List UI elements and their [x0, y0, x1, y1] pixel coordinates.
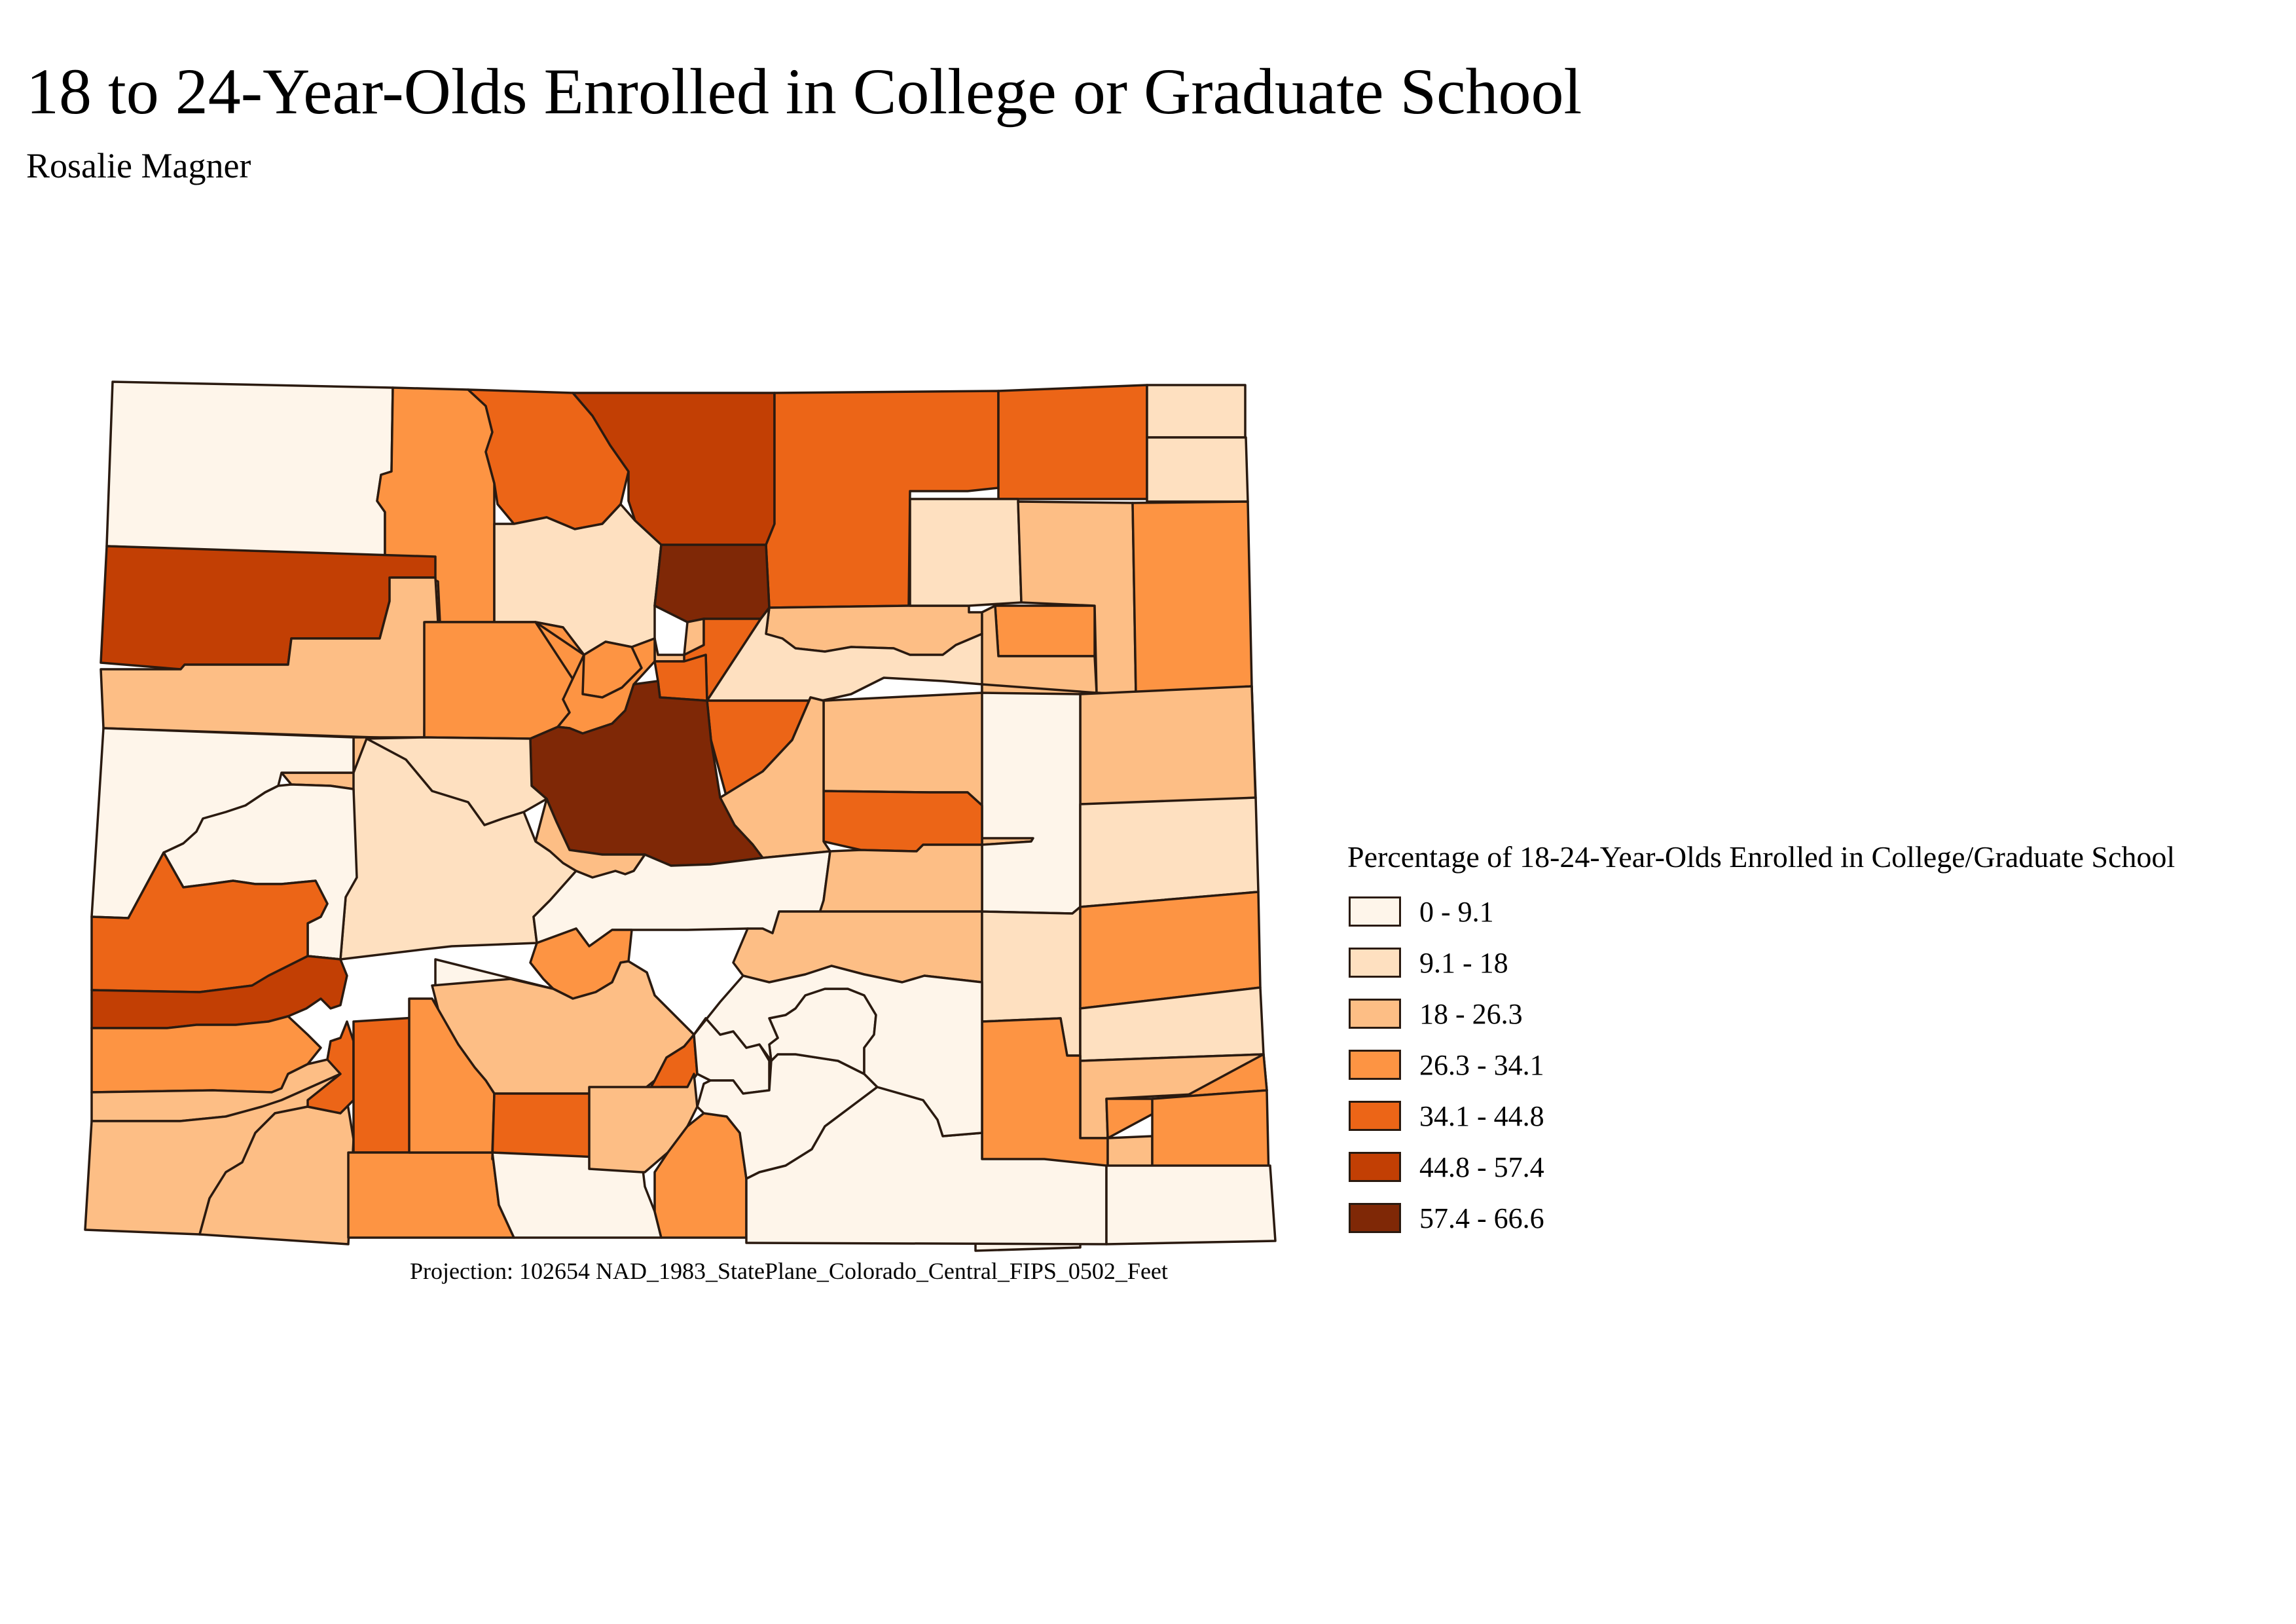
county-polygon[interactable] [105, 380, 394, 559]
legend-item: 0 - 9.1 [1347, 886, 2175, 937]
county-polygon[interactable] [981, 692, 1082, 915]
legend-label: 9.1 - 18 [1419, 946, 1508, 979]
county-polygon[interactable] [653, 544, 771, 623]
county-polygon[interactable] [994, 604, 1096, 657]
county-polygon[interactable] [1105, 1164, 1277, 1246]
county-polygon[interactable] [347, 1151, 515, 1239]
legend-title: Percentage of 18-24-Year-Olds Enrolled i… [1347, 840, 2176, 874]
legend-label: 44.8 - 57.4 [1419, 1151, 1544, 1183]
county-polygon[interactable] [653, 654, 708, 702]
county-polygon[interactable] [693, 965, 983, 1137]
county-polygon[interactable] [706, 606, 983, 702]
map-title: 18 to 24-Year-Olds Enrolled in College o… [26, 55, 1582, 128]
county-polygon[interactable] [822, 790, 983, 853]
legend-swatch [1349, 1152, 1401, 1182]
legend-swatch [1349, 1050, 1401, 1080]
county-polygon[interactable] [1146, 384, 1247, 439]
map-author: Rosalie Magner [26, 146, 251, 185]
legend-item: 34.1 - 44.8 [1347, 1090, 2175, 1141]
legend-label: 0 - 9.1 [1419, 895, 1494, 928]
county-polygon[interactable] [1079, 685, 1257, 805]
map-legend: Percentage of 18-24-Year-Olds Enrolled i… [1347, 840, 2175, 1244]
legend-label: 57.4 - 66.6 [1419, 1202, 1544, 1234]
county-polygons [84, 380, 1277, 1252]
county-polygon[interactable] [997, 384, 1148, 500]
legend-swatch [1349, 896, 1401, 927]
legend-swatch [1349, 1101, 1401, 1131]
legend-item: 18 - 26.3 [1347, 988, 2175, 1039]
county-polygon[interactable] [1079, 796, 1260, 908]
legend-swatch [1349, 1203, 1401, 1233]
legend-swatch [1349, 999, 1401, 1029]
county-polygon[interactable] [408, 997, 496, 1154]
legend-item: 57.4 - 66.6 [1347, 1192, 2175, 1244]
legend-item: 44.8 - 57.4 [1347, 1141, 2175, 1192]
legend-swatch [1349, 948, 1401, 978]
legend-item: 9.1 - 18 [1347, 937, 2175, 988]
county-polygon[interactable] [339, 737, 577, 961]
legend-label: 18 - 26.3 [1419, 997, 1523, 1030]
county-polygon[interactable] [909, 498, 1023, 607]
county-polygon[interactable] [1146, 436, 1249, 503]
legend-label: 34.1 - 44.8 [1419, 1099, 1544, 1132]
projection-note: Projection: 102654 NAD_1983_StatePlane_C… [410, 1258, 1168, 1284]
county-polygon[interactable] [1131, 500, 1253, 695]
legend-item: 26.3 - 34.1 [1347, 1039, 2175, 1090]
legend-label: 26.3 - 34.1 [1419, 1048, 1544, 1081]
